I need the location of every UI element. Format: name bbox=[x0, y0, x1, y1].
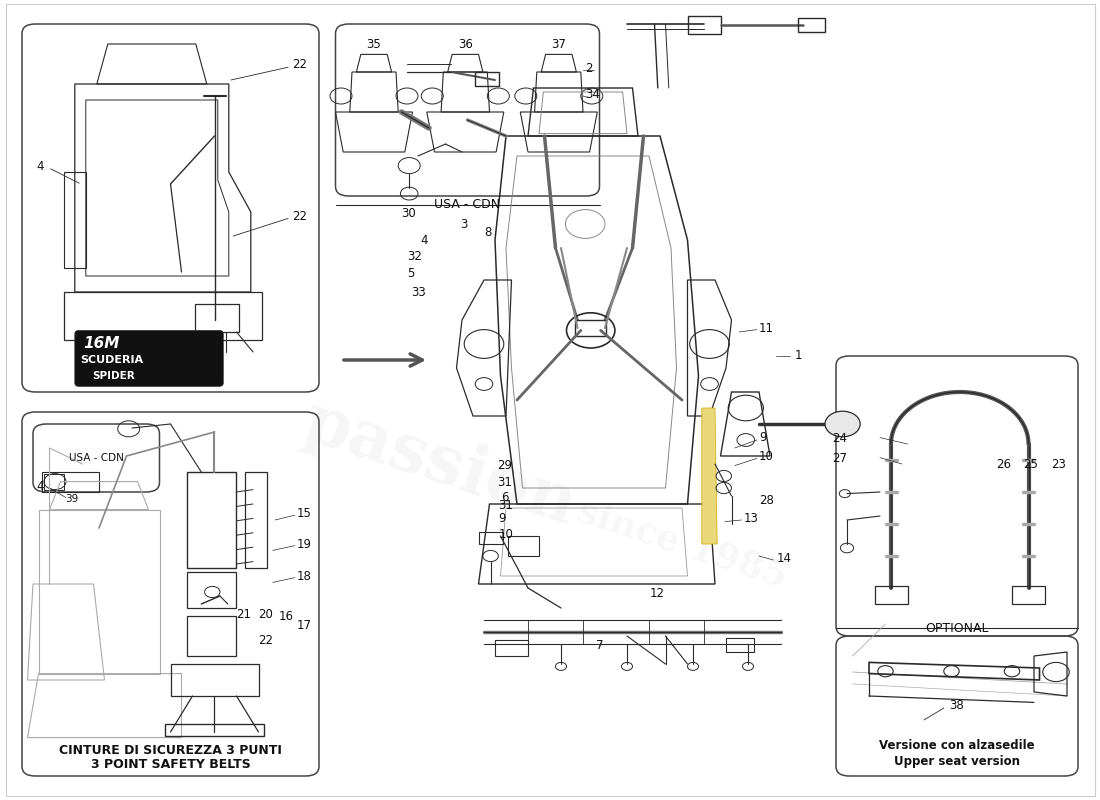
Text: 37: 37 bbox=[551, 38, 566, 50]
Text: 27: 27 bbox=[832, 452, 847, 465]
Bar bbox=[495, 640, 528, 656]
Bar bbox=[508, 536, 539, 556]
Bar bbox=[195, 304, 239, 332]
Bar bbox=[165, 724, 264, 736]
Bar bbox=[245, 472, 267, 568]
Circle shape bbox=[825, 411, 860, 437]
Text: 10: 10 bbox=[759, 450, 774, 462]
Text: 31: 31 bbox=[497, 476, 513, 489]
Text: 10: 10 bbox=[498, 528, 514, 541]
Text: 23: 23 bbox=[1050, 458, 1066, 470]
Text: 13: 13 bbox=[744, 512, 759, 525]
Text: 6: 6 bbox=[502, 491, 509, 504]
Text: 9: 9 bbox=[498, 512, 506, 525]
Bar bbox=[1012, 586, 1045, 604]
Bar bbox=[475, 72, 499, 86]
Text: 4: 4 bbox=[36, 480, 44, 493]
Text: 33: 33 bbox=[411, 286, 426, 298]
Bar bbox=[726, 638, 754, 652]
Text: 28: 28 bbox=[759, 494, 774, 506]
Text: 16M: 16M bbox=[84, 337, 120, 351]
Text: 1: 1 bbox=[794, 350, 802, 362]
Text: USA - CDN: USA - CDN bbox=[69, 453, 124, 462]
Text: 14: 14 bbox=[777, 552, 792, 565]
Bar bbox=[187, 616, 236, 656]
Text: 35: 35 bbox=[366, 38, 382, 50]
Bar bbox=[187, 472, 236, 568]
Text: 17: 17 bbox=[297, 619, 312, 632]
Text: 18: 18 bbox=[297, 570, 312, 582]
Text: 9: 9 bbox=[759, 431, 767, 444]
Text: 3 POINT SAFETY BELTS: 3 POINT SAFETY BELTS bbox=[90, 758, 251, 771]
Bar bbox=[575, 320, 606, 336]
Bar bbox=[798, 18, 825, 32]
Text: 2: 2 bbox=[585, 62, 593, 74]
Bar bbox=[187, 572, 236, 608]
Text: Upper seat version: Upper seat version bbox=[894, 755, 1020, 768]
Text: since 1985: since 1985 bbox=[573, 494, 791, 594]
Text: 22: 22 bbox=[292, 210, 307, 222]
Text: 3: 3 bbox=[460, 218, 467, 230]
Text: 20: 20 bbox=[258, 608, 274, 621]
Text: SPIDER: SPIDER bbox=[92, 371, 135, 381]
Text: 15: 15 bbox=[297, 507, 312, 520]
Text: 22: 22 bbox=[258, 634, 274, 646]
Polygon shape bbox=[702, 408, 717, 544]
Text: 34: 34 bbox=[585, 88, 601, 101]
Bar bbox=[170, 664, 258, 696]
Text: 25: 25 bbox=[1023, 458, 1038, 470]
Text: OPTIONAL: OPTIONAL bbox=[925, 622, 989, 634]
Bar bbox=[874, 586, 907, 604]
Text: 38: 38 bbox=[949, 699, 965, 712]
Text: 22: 22 bbox=[292, 58, 307, 70]
Text: 29: 29 bbox=[497, 459, 513, 472]
Text: 21: 21 bbox=[236, 608, 252, 621]
Text: 36: 36 bbox=[458, 38, 473, 50]
Text: 31: 31 bbox=[498, 499, 514, 512]
Text: USA - CDN: USA - CDN bbox=[434, 198, 500, 210]
Text: 8: 8 bbox=[484, 226, 492, 238]
Bar bbox=[688, 16, 720, 34]
Text: 12: 12 bbox=[650, 587, 666, 600]
Text: 30: 30 bbox=[402, 207, 416, 220]
Text: 19: 19 bbox=[297, 538, 312, 550]
Text: 16: 16 bbox=[278, 610, 294, 622]
Text: 7: 7 bbox=[596, 639, 603, 652]
Bar bbox=[478, 532, 503, 544]
Text: 5: 5 bbox=[407, 267, 415, 280]
Text: CINTURE DI SICUREZZA 3 PUNTI: CINTURE DI SICUREZZA 3 PUNTI bbox=[59, 744, 282, 757]
Text: 4: 4 bbox=[420, 234, 428, 246]
FancyBboxPatch shape bbox=[75, 330, 223, 386]
Text: Versione con alzasedile: Versione con alzasedile bbox=[879, 739, 1035, 752]
Text: 11: 11 bbox=[759, 322, 774, 334]
Text: passion: passion bbox=[296, 390, 584, 538]
Text: 32: 32 bbox=[407, 250, 422, 262]
Text: 4: 4 bbox=[36, 160, 44, 173]
Text: 39: 39 bbox=[65, 494, 78, 504]
Text: 26: 26 bbox=[996, 458, 1011, 470]
Text: SCUDERIA: SCUDERIA bbox=[80, 355, 143, 365]
Text: 24: 24 bbox=[832, 432, 847, 445]
